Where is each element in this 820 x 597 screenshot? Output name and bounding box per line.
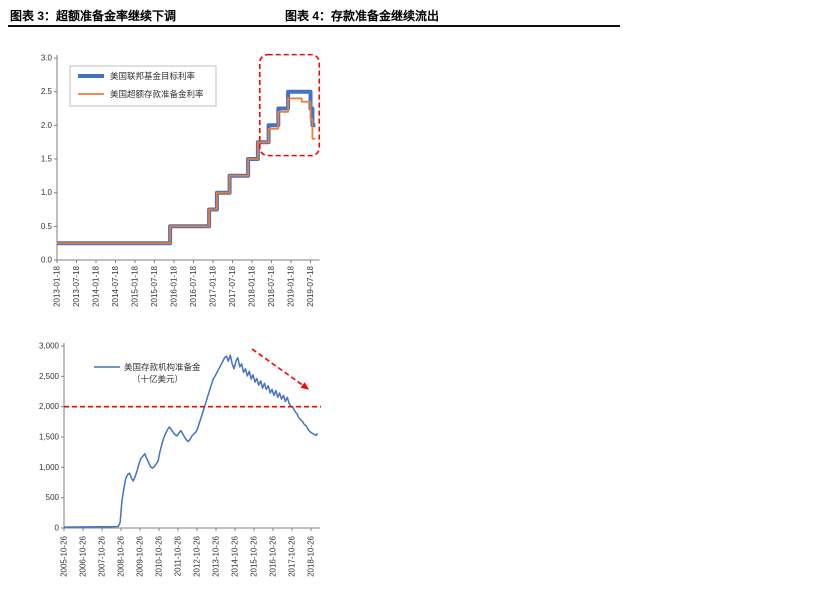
svg-text:2014-01-18: 2014-01-18 (92, 265, 101, 306)
svg-text:1,000: 1,000 (39, 463, 60, 472)
trend-arrow-head (300, 382, 310, 390)
legend-label: 美国存款机构准备金 (124, 362, 201, 372)
series-line (63, 354, 319, 528)
svg-text:2016-07-18: 2016-07-18 (189, 265, 198, 306)
legend-label: 美国超额存款准备金利率 (110, 89, 204, 99)
svg-text:2019-07-18: 2019-07-18 (306, 265, 315, 306)
figure3-title: 图表 3：超额准备金率继续下调 (10, 9, 177, 23)
highlight-box (259, 53, 321, 157)
svg-text:2008-10-26: 2008-10-26 (117, 535, 126, 576)
svg-text:2016-10-26: 2016-10-26 (269, 535, 278, 576)
axes (63, 343, 320, 529)
legend-label: 美国联邦基金目标利率 (110, 71, 196, 81)
svg-text:2017-01-18: 2017-01-18 (209, 265, 218, 306)
svg-text:2013-07-18: 2013-07-18 (72, 265, 81, 306)
svg-text:2015-10-26: 2015-10-26 (250, 535, 259, 576)
svg-text:2015-07-18: 2015-07-18 (150, 265, 159, 306)
x-axis-labels: 2013-01-18 2013-07-18 2014-01-18 2014-07-18… (53, 260, 315, 307)
svg-text:2018-01-18: 2018-01-18 (248, 265, 257, 306)
svg-text:2005-10-26: 2005-10-26 (60, 535, 69, 576)
x-axis-labels: 2005-10-26 2006-10-26 2007-10-26 2008-10-26… (60, 528, 316, 577)
svg-text:3,000: 3,000 (39, 342, 60, 351)
svg-text:2018-07-18: 2018-07-18 (267, 265, 276, 306)
svg-text:2.5: 2.5 (41, 87, 53, 96)
series-line (57, 89, 316, 246)
svg-text:1.0: 1.0 (41, 188, 53, 197)
svg-text:2014-07-18: 2014-07-18 (111, 265, 120, 306)
svg-text:2013-10-26: 2013-10-26 (212, 535, 221, 576)
svg-text:2011-10-26: 2011-10-26 (174, 535, 183, 576)
legend: 美国存款机构准备金 （十亿美元） (94, 362, 201, 384)
y-axis-labels: 0.0 0.5 1.0 1.5 2.0 2.5 3.0 (41, 54, 57, 265)
svg-text:2.0: 2.0 (41, 121, 53, 130)
svg-text:2,500: 2,500 (39, 372, 60, 381)
svg-text:0: 0 (55, 524, 60, 533)
svg-text:2015-01-18: 2015-01-18 (131, 265, 140, 306)
legend-label-line2: （十亿美元） (132, 374, 183, 384)
trend-arrow-line (251, 348, 308, 389)
svg-text:0.5: 0.5 (41, 222, 53, 231)
svg-text:2013-01-18: 2013-01-18 (53, 265, 62, 306)
svg-text:2,000: 2,000 (39, 402, 60, 411)
y-axis-labels: 0 500 1,000 1,500 2,000 2,500 3,000 (39, 342, 64, 533)
svg-text:0.0: 0.0 (41, 256, 53, 265)
header-divider (8, 25, 620, 27)
figure4-title: 图表 4：存款准备金继续流出 (285, 9, 440, 23)
svg-text:2014-10-26: 2014-10-26 (231, 535, 240, 576)
svg-text:2016-01-18: 2016-01-18 (170, 265, 179, 306)
svg-text:2017-10-26: 2017-10-26 (288, 535, 297, 576)
svg-text:2010-10-26: 2010-10-26 (155, 535, 164, 576)
svg-text:2018-10-26: 2018-10-26 (307, 535, 316, 576)
svg-text:2006-10-26: 2006-10-26 (79, 535, 88, 576)
svg-text:2009-10-26: 2009-10-26 (136, 535, 145, 576)
series-line (57, 97, 316, 245)
svg-text:2017-07-18: 2017-07-18 (228, 265, 237, 306)
svg-text:2012-10-26: 2012-10-26 (193, 535, 202, 576)
svg-text:500: 500 (46, 493, 60, 502)
fed-rates-step-chart: 0.0 0.5 1.0 1.5 2.0 2.5 3.0 2013-01-18 2013-07-1… (41, 53, 321, 307)
svg-text:2019-01-18: 2019-01-18 (287, 265, 296, 306)
svg-text:1.5: 1.5 (41, 155, 53, 164)
svg-text:3.0: 3.0 (41, 54, 53, 63)
svg-text:2007-10-26: 2007-10-26 (98, 535, 107, 576)
svg-text:1,500: 1,500 (39, 433, 60, 442)
